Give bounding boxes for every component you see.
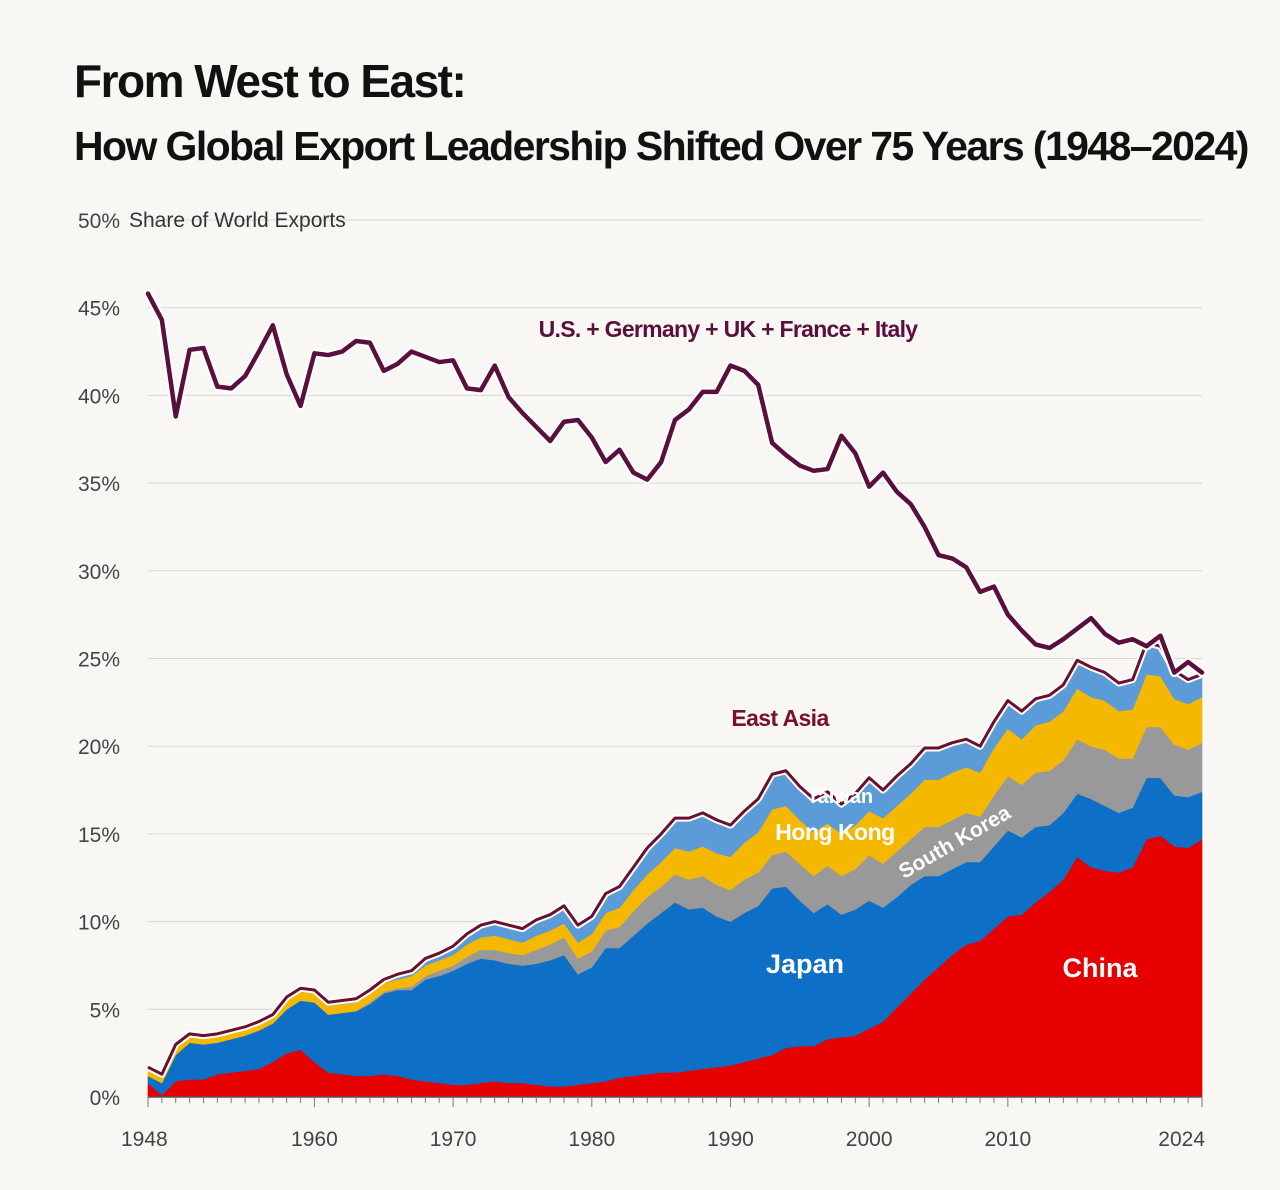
y-tick-label: 40%: [78, 385, 120, 408]
y-tick-label: 0%: [90, 1087, 120, 1110]
y-tick-label: 5%: [90, 999, 120, 1022]
y-tick-label: 25%: [78, 649, 120, 672]
chart-subtitle: How Global Export Leadership Shifted Ove…: [74, 123, 1249, 169]
label-hong-kong: Hong Kong: [775, 819, 894, 845]
x-tick-label: 2010: [984, 1128, 1031, 1151]
annotation-western: U.S. + Germany + UK + France + Italy: [539, 316, 919, 342]
east-asia-line: [147, 641, 1203, 1076]
label-japan: Japan: [766, 949, 844, 979]
x-tick-label: 1948: [121, 1128, 168, 1151]
y-tick-label: 45%: [78, 298, 120, 321]
y-axis-tick-labels: 0% 5% 10% 15% 20% 25% 30% 35% 40% 45% 50%: [78, 210, 120, 1110]
y-tick-label: 15%: [78, 824, 120, 847]
stacked-areas: [147, 642, 1203, 1098]
y-tick-label: 30%: [78, 561, 120, 584]
x-tick-label: 1960: [291, 1128, 338, 1151]
label-china: China: [1062, 953, 1138, 983]
x-tick-label: 1990: [707, 1128, 754, 1151]
x-tick-label: 1970: [430, 1128, 477, 1151]
x-tick-label: 1980: [568, 1128, 615, 1151]
y-axis-label: Share of World Exports: [129, 209, 346, 232]
x-tick-label: 2000: [846, 1128, 893, 1151]
y-tick-label: 10%: [78, 912, 120, 935]
western-line: [143, 289, 1207, 678]
east-asia-outline: [146, 639, 1204, 1078]
y-tick-label: 35%: [78, 473, 120, 496]
x-axis: 1948 1960 1970 1980 1990 2000 2010 2024: [121, 1096, 1205, 1151]
annotation-east-asia: East Asia: [731, 705, 829, 731]
western-line-path: [145, 291, 1205, 675]
y-tick-label: 50%: [78, 210, 120, 233]
y-tick-label: 20%: [78, 736, 120, 759]
chart-title: From West to East:: [74, 55, 467, 107]
label-taiwan: Taiwan: [807, 786, 873, 808]
x-tick-label: 2024: [1158, 1128, 1205, 1151]
